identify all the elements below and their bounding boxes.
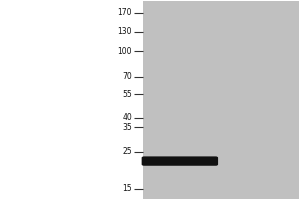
Text: 70: 70 (122, 72, 132, 81)
Text: 170: 170 (118, 8, 132, 17)
FancyBboxPatch shape (142, 156, 218, 166)
Text: 25: 25 (122, 147, 132, 156)
Text: 15: 15 (122, 184, 132, 193)
Text: 35: 35 (122, 123, 132, 132)
Text: 130: 130 (118, 27, 132, 36)
Text: 55: 55 (122, 90, 132, 99)
Text: 100: 100 (118, 47, 132, 56)
Bar (142, 1, 299, 199)
Text: 40: 40 (122, 113, 132, 122)
